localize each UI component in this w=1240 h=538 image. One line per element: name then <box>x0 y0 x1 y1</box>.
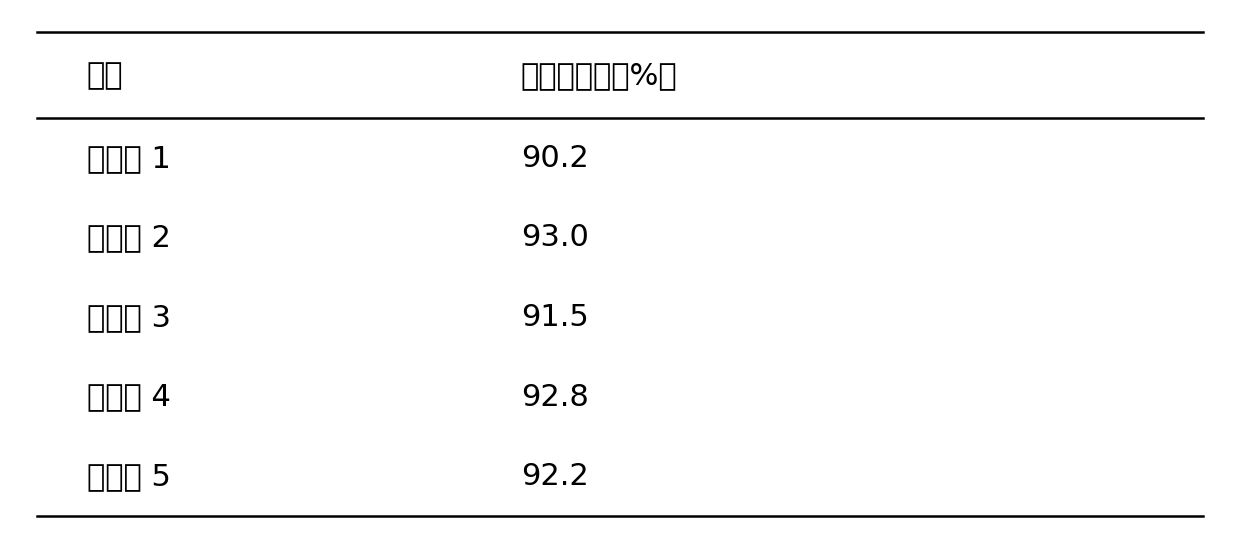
Text: 组别: 组别 <box>87 61 123 90</box>
Text: 对比例 2: 对比例 2 <box>87 223 171 252</box>
Text: 对比例 4: 对比例 4 <box>87 383 171 412</box>
Text: 93.0: 93.0 <box>521 223 589 252</box>
Text: 对比例 3: 对比例 3 <box>87 303 171 332</box>
Text: 92.8: 92.8 <box>521 383 589 412</box>
Text: 91.5: 91.5 <box>521 303 589 332</box>
Text: 麦芽糖纯度（%）: 麦芽糖纯度（%） <box>521 61 677 90</box>
Text: 对比例 1: 对比例 1 <box>87 144 171 173</box>
Text: 对比例 5: 对比例 5 <box>87 462 171 491</box>
Text: 90.2: 90.2 <box>521 144 589 173</box>
Text: 92.2: 92.2 <box>521 462 589 491</box>
